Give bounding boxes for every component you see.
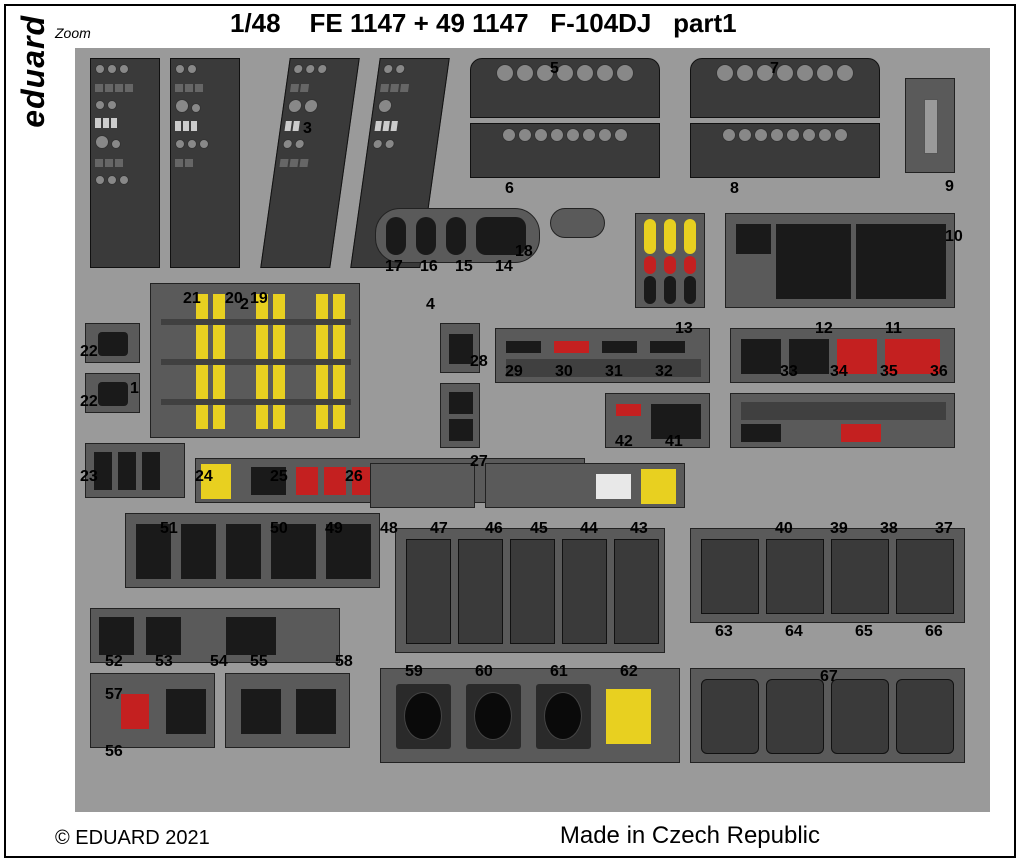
part-label-12: 12 <box>815 320 833 338</box>
part-label-30: 30 <box>555 363 573 381</box>
part-label-26: 26 <box>345 468 363 486</box>
part-label-36: 36 <box>930 363 948 381</box>
part-label-7: 7 <box>770 60 779 78</box>
part-label-5: 5 <box>550 60 559 78</box>
part-label-65: 65 <box>855 623 873 641</box>
photo-etch-fret: 1234567891011121314151617181920212222232… <box>75 48 990 812</box>
made-in: Made in Czech Republic <box>560 822 820 850</box>
part-label-37: 37 <box>935 520 953 538</box>
part-label-10: 10 <box>945 228 963 246</box>
part-label-47: 47 <box>430 520 448 538</box>
part-6-instrument <box>470 123 660 178</box>
part-label-8: 8 <box>730 180 739 198</box>
part-label-38: 38 <box>880 520 898 538</box>
part-3-console <box>260 58 360 268</box>
part-label-58: 58 <box>335 653 353 671</box>
part-label-11: 11 <box>885 320 902 338</box>
part-18 <box>550 208 605 238</box>
part-label-51: 51 <box>160 520 178 538</box>
brand-logo: eduard <box>15 15 52 128</box>
part-label-1: 1 <box>130 380 139 398</box>
part-63-66 <box>690 528 965 623</box>
sku: FE 1147 + 49 1147 <box>310 8 529 38</box>
part-7-instrument <box>690 58 880 118</box>
part-label-32: 32 <box>655 363 673 381</box>
part-label-23: 23 <box>80 468 98 486</box>
part-label-45: 45 <box>530 520 548 538</box>
part-label-42: 42 <box>615 433 633 451</box>
part-label-13: 13 <box>675 320 693 338</box>
part-label-31: 31 <box>605 363 623 381</box>
part-label-41: 41 <box>665 433 683 451</box>
part-58 <box>395 528 665 653</box>
part-1-console <box>90 58 160 268</box>
part-label-17: 17 <box>385 258 403 276</box>
part-label-54: 54 <box>210 653 228 671</box>
part-label-20: 20 <box>225 290 243 308</box>
zoom-label: Zoom <box>55 25 91 41</box>
part-label-40: 40 <box>775 520 793 538</box>
part-label-44: 44 <box>580 520 598 538</box>
part-43-46 <box>485 463 685 508</box>
part-label-60: 60 <box>475 663 493 681</box>
part-label-48: 48 <box>380 520 398 538</box>
part-56 <box>90 673 215 748</box>
part-label-59: 59 <box>405 663 423 681</box>
part-2-console <box>170 58 240 268</box>
part-label-18: 18 <box>515 243 533 261</box>
part-label-61: 61 <box>550 663 568 681</box>
part-label-39: 39 <box>830 520 848 538</box>
part-label-53: 53 <box>155 653 173 671</box>
part-59-62 <box>380 668 680 763</box>
model: F-104DJ <box>550 8 651 38</box>
part-label-35: 35 <box>880 363 898 381</box>
part-label-50: 50 <box>270 520 288 538</box>
part-37-40 <box>730 393 955 448</box>
part-label-64: 64 <box>785 623 803 641</box>
part-5-instrument <box>470 58 660 118</box>
part-label-33: 33 <box>780 363 798 381</box>
part-label-56: 56 <box>105 743 123 761</box>
part-57 <box>225 673 350 748</box>
part-label-43: 43 <box>630 520 648 538</box>
part-label-28: 28 <box>470 353 488 371</box>
part-9 <box>905 78 955 173</box>
part-label-49: 49 <box>325 520 343 538</box>
part-label-9: 9 <box>945 178 954 196</box>
part-label-25: 25 <box>270 468 288 486</box>
part: part1 <box>673 8 737 38</box>
part-label-22: 22 <box>80 393 98 411</box>
part-47-48 <box>370 463 475 508</box>
part-13 <box>635 213 705 308</box>
part-label-66: 66 <box>925 623 943 641</box>
part-label-63: 63 <box>715 623 733 641</box>
copyright: © EDUARD 2021 <box>55 827 210 850</box>
part-label-4: 4 <box>426 296 435 314</box>
part-label-27: 27 <box>470 453 488 471</box>
part-label-14: 14 <box>495 258 513 276</box>
part-23 <box>85 443 185 498</box>
part-label-24: 24 <box>195 468 213 486</box>
part-8-instrument <box>690 123 880 178</box>
part-label-57: 57 <box>105 686 123 704</box>
part-label-34: 34 <box>830 363 848 381</box>
part-label-3: 3 <box>303 120 312 138</box>
scale: 1/48 <box>230 8 281 38</box>
part-label-15: 15 <box>455 258 473 276</box>
part-label-29: 29 <box>505 363 523 381</box>
part-label-21: 21 <box>183 290 201 308</box>
part-label-55: 55 <box>250 653 268 671</box>
part-label-16: 16 <box>420 258 438 276</box>
part-label-52: 52 <box>105 653 123 671</box>
header-text: 1/48 FE 1147 + 49 1147 F-104DJ part1 <box>230 8 737 39</box>
part-label-46: 46 <box>485 520 503 538</box>
part-label-62: 62 <box>620 663 638 681</box>
part-label-6: 6 <box>505 180 514 198</box>
part-label-22: 22 <box>80 343 98 361</box>
part-label-19: 19 <box>250 290 268 308</box>
part-10-12 <box>725 213 955 308</box>
part-label-67: 67 <box>820 668 838 686</box>
part-27 <box>440 383 480 448</box>
